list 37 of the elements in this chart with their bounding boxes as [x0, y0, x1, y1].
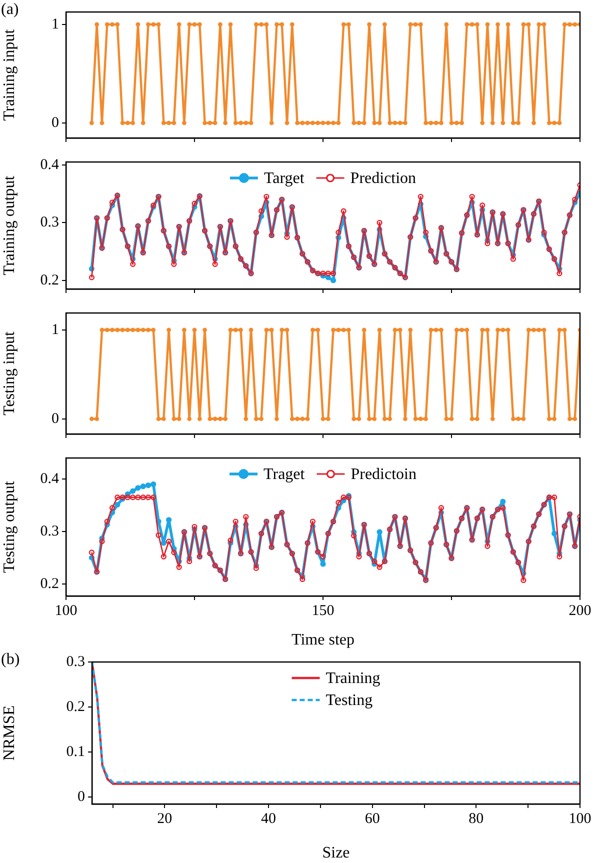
x-tick-label: 200 [568, 602, 592, 619]
x-tick-label: 40 [261, 810, 276, 827]
y-axis-title: Training input [0, 28, 18, 121]
y-tick-label: 0.3 [40, 214, 59, 231]
chart-title: (b) [1, 651, 20, 668]
legend-label: Target [264, 170, 305, 188]
y-axis-title: NRMSE [0, 705, 18, 761]
y-tick-label: 0 [52, 114, 59, 131]
x-tick-label: 100 [568, 810, 592, 827]
y-tick-label: 0.3 [66, 654, 85, 670]
y-axis-title: Training output [0, 175, 18, 276]
chart-title: (a) [1, 1, 19, 18]
y-axis-title: Testing input [0, 331, 18, 416]
x-axis-title: Time step [292, 632, 354, 649]
y-tick-label: 0.2 [40, 576, 59, 592]
legend-label: Traget [264, 466, 306, 484]
x-axis-title: Size [322, 844, 350, 862]
y-tick-label: 0.2 [66, 699, 85, 716]
y-tick-label: 0.2 [40, 272, 59, 288]
x-tick-label: 150 [312, 602, 334, 619]
y-tick-label: 0 [52, 410, 59, 427]
x-tick-label: 20 [157, 810, 172, 827]
y-tick-label: 0.4 [40, 470, 60, 487]
legend-label: Training [326, 670, 380, 688]
legend-label: Testing [326, 692, 373, 710]
y-tick-label: 0.1 [66, 744, 85, 760]
y-tick-label: 1 [52, 16, 59, 32]
y-tick-label: 0 [78, 789, 85, 806]
y-tick-label: 0.4 [40, 156, 60, 173]
x-tick-label: 80 [468, 810, 484, 827]
y-axis-title: Testing output [0, 480, 18, 573]
x-tick-label: 100 [54, 602, 78, 619]
x-tick-label: 60 [364, 810, 380, 827]
legend-label: Prediction [350, 170, 416, 188]
y-tick-label: 1 [52, 322, 59, 338]
y-tick-label: 0.3 [40, 523, 59, 540]
legend-label: Predictoin [350, 466, 416, 484]
